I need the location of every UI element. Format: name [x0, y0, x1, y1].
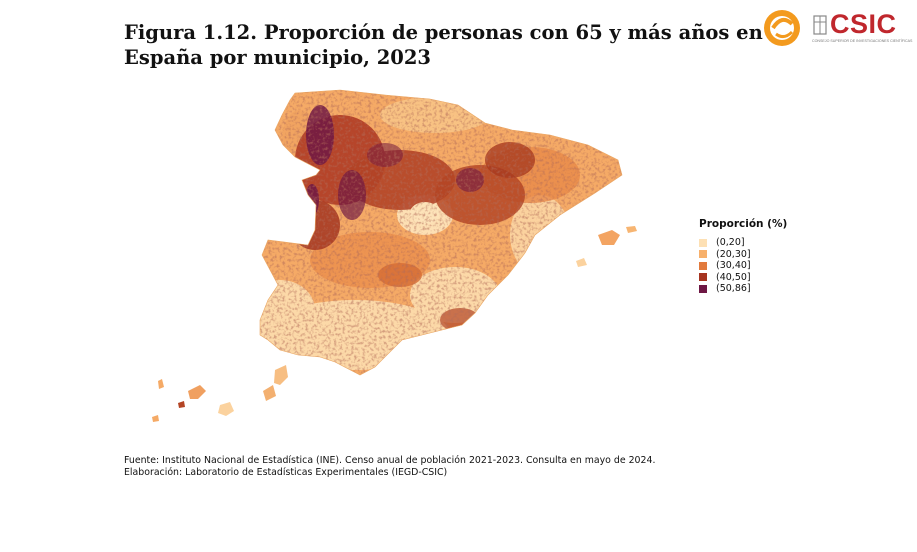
legend-item: (20,30]	[699, 249, 787, 261]
logos: CSIC CONSEJO SUPERIOR DE INVESTIGACIONES…	[760, 6, 912, 48]
enr-logo	[764, 10, 800, 46]
elaboration-line: Elaboración: Laboratorio de Estadísticas…	[124, 467, 448, 478]
legend-label: (50,86]	[716, 283, 751, 295]
legend-item: (0,20]	[699, 237, 787, 249]
source-line: Fuente: Instituto Nacional de Estadístic…	[124, 455, 656, 466]
spain-municipality-map	[152, 89, 637, 422]
legend-swatch	[699, 284, 707, 293]
legend-title: Proporción (%)	[699, 218, 788, 230]
legend-item: (30,40]	[699, 260, 787, 272]
csic-emblem-icon	[813, 15, 827, 35]
legend-label: (0,20]	[716, 237, 745, 249]
legend-label: (40,50]	[716, 271, 751, 283]
balearic-islands	[576, 226, 637, 267]
legend-label: (30,40]	[716, 260, 751, 272]
legend-swatch	[699, 250, 707, 259]
legend-label: (20,30]	[716, 248, 751, 260]
csic-logo-text: CSIC	[830, 9, 897, 39]
peninsula-shading	[260, 90, 622, 375]
csic-logo-subtitle: CONSEJO SUPERIOR DE INVESTIGACIONES CIEN…	[812, 39, 913, 43]
legend-swatch	[699, 261, 707, 270]
figure-title: Figura 1.12. Proporción de personas con …	[124, 21, 763, 69]
canary-islands	[152, 365, 288, 422]
legend-swatch	[699, 238, 707, 247]
source-note: Fuente: Instituto Nacional de Estadístic…	[124, 455, 655, 479]
legend-item: (40,50]	[699, 272, 787, 284]
map-legend: Proporción (%) (0,20] (20,30] (30,40] (4…	[699, 218, 787, 295]
legend-swatch	[699, 273, 707, 282]
legend-item: (50,86]	[699, 283, 787, 295]
